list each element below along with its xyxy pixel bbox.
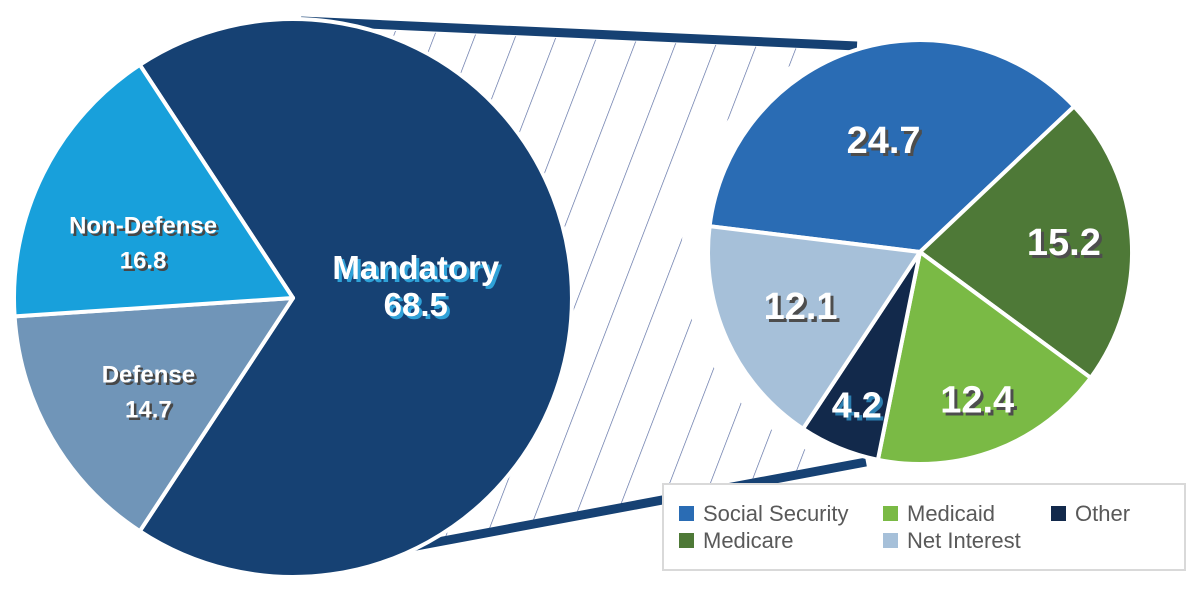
slice-label-defense-shadow: Defense [104, 364, 197, 391]
slice-label-non-defense: 16.8 [120, 247, 167, 274]
legend-label-medicaid: Medicaid [907, 500, 996, 526]
slice-label-medicare-shadow: 15.2 [1030, 225, 1104, 267]
slice-label-social-security: 24.7 [847, 120, 921, 162]
legend-label-other: Other [1075, 500, 1131, 526]
chart-legend: Social Security Medicaid Other Medicare … [662, 483, 1186, 571]
slice-label-mandatory-shadow: 68.5 [387, 289, 451, 326]
slice-label-defense-shadow: 14.7 [128, 399, 175, 426]
legend-label-net-interest: Net Interest [907, 527, 1021, 553]
connector-line-bottom [367, 457, 867, 560]
slice-label-social-security-shadow: 24.7 [850, 123, 924, 165]
primary-pie: MandatoryMandatory68.568.5DefenseDefense… [12, 17, 574, 579]
slice-label-defense: Defense [102, 361, 195, 388]
slice-label-non-defense-shadow: 16.8 [122, 250, 169, 277]
legend-swatch-other [1051, 506, 1066, 521]
slice-label-mandatory-shadow: Mandatory [335, 252, 503, 289]
secondary-pie: 24.724.715.215.212.412.44.24.212.112.1 [706, 38, 1134, 466]
slice-label-non-defense-shadow: Non-Defense [72, 215, 220, 242]
pie-slice-defense [12, 296, 295, 534]
pie-slice-mandatory [137, 17, 574, 579]
legend-item-net-interest: Net Interest [883, 527, 1051, 553]
legend-item-medicaid: Medicaid [883, 500, 1051, 526]
pie-slice-net-interest [706, 224, 922, 431]
slice-label-mandatory: Mandatory [332, 249, 500, 286]
legend-swatch-social-security [679, 506, 694, 521]
slice-label-other: 4.2 [832, 384, 882, 425]
slice-label-medicaid: 12.4 [940, 379, 1014, 421]
slice-label-non-defense: Non-Defense [69, 212, 217, 239]
slice-label-defense: 14.7 [125, 396, 172, 423]
legend-swatch-medicaid [883, 506, 898, 521]
slice-label-net-interest: 12.1 [764, 286, 838, 328]
slice-label-medicare: 15.2 [1027, 222, 1101, 264]
connector-line-top [300, 16, 858, 51]
pie-slice-non-defense [12, 62, 295, 319]
legend-item-medicare: Medicare [679, 527, 883, 553]
slice-label-net-interest-shadow: 12.1 [767, 289, 841, 331]
slice-label-other-shadow: 4.2 [835, 387, 885, 428]
legend-swatch-net-interest [883, 533, 898, 548]
slice-label-medicaid-shadow: 12.4 [943, 382, 1017, 424]
slice-label-mandatory: 68.5 [384, 286, 448, 323]
legend-label-social-security: Social Security [703, 500, 849, 526]
legend-item-social-security: Social Security [679, 500, 883, 526]
pie-slice-medicaid [875, 250, 1093, 466]
pie-slice-social-security [707, 38, 1077, 254]
legend-swatch-medicare [679, 533, 694, 548]
legend-item-other: Other [1051, 500, 1184, 526]
legend-label-medicare: Medicare [703, 527, 794, 553]
pie-slice-medicare [918, 104, 1134, 380]
